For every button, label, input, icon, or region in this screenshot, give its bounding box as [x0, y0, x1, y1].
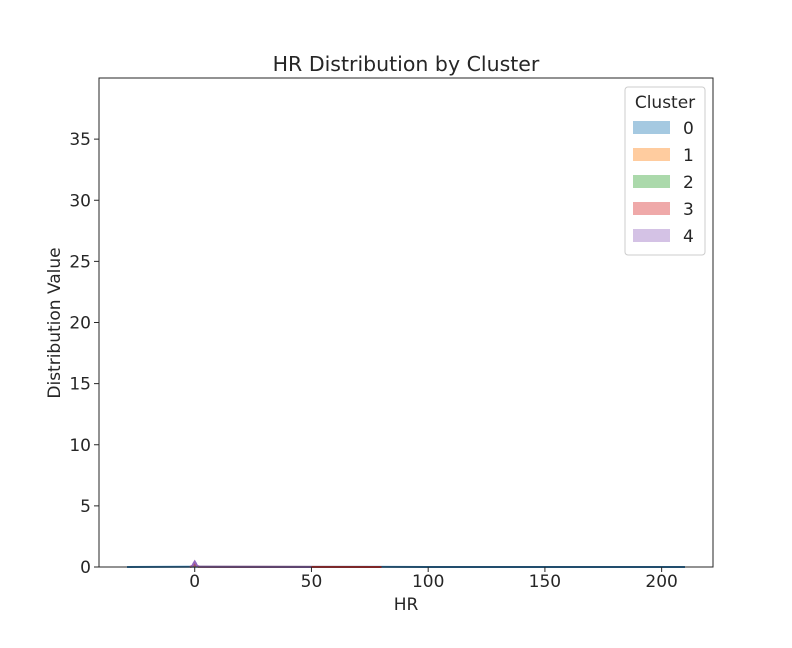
x-axis-ticks: 0 50 100 150 200 [189, 567, 678, 592]
y-tick-label: 15 [69, 375, 91, 395]
legend-swatch-4 [633, 229, 670, 242]
legend-label-0: 0 [683, 119, 694, 139]
y-axis-ticks: 0 5 10 15 20 25 30 35 [69, 130, 99, 578]
legend-label-3: 3 [683, 200, 694, 220]
y-tick-label: 10 [69, 436, 91, 456]
x-tick-label: 0 [189, 572, 200, 592]
y-tick-label: 0 [80, 558, 91, 578]
x-tick-label: 150 [529, 572, 561, 592]
legend-frame [624, 86, 706, 256]
legend: Cluster 0 1 2 3 4 [624, 86, 706, 256]
legend-swatch-1 [633, 148, 670, 161]
chart-title: HR Distribution by Cluster [273, 52, 540, 76]
y-tick-label: 20 [69, 314, 91, 334]
x-tick-label: 100 [412, 572, 444, 592]
y-tick-label: 30 [69, 191, 91, 211]
legend-label-2: 2 [683, 173, 694, 193]
y-tick-label: 5 [80, 497, 91, 517]
legend-swatch-2 [633, 175, 670, 188]
legend-label-4: 4 [683, 227, 694, 247]
legend-swatch-0 [633, 121, 670, 134]
legend-title: Cluster [635, 93, 695, 113]
legend-swatch-3 [633, 202, 670, 215]
x-tick-label: 200 [645, 572, 677, 592]
legend-label-1: 1 [683, 146, 694, 166]
y-tick-label: 25 [69, 252, 91, 272]
y-tick-label: 35 [69, 130, 91, 150]
y-axis-label: Distribution Value [45, 247, 65, 398]
x-tick-label: 50 [301, 572, 323, 592]
legend-items: 0 1 2 3 4 [633, 119, 694, 247]
x-axis-label: HR [394, 595, 419, 615]
